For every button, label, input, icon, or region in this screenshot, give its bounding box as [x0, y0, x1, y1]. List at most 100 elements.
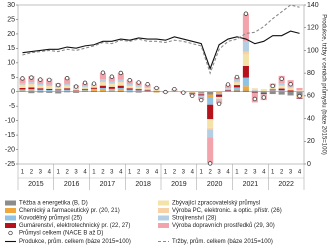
- bar-segment: [37, 83, 44, 86]
- bar-segment: [46, 86, 53, 89]
- legend-label: Výroba PC, elektronic. a optic. přístr. …: [172, 208, 282, 214]
- bar-segment: [207, 119, 214, 128]
- bar-segment: [81, 87, 89, 89]
- x-tick-label: 2: [30, 170, 34, 176]
- bar-segment: [117, 82, 124, 86]
- line-series: [22, 4, 300, 75]
- x-tick-label: 1: [200, 170, 204, 176]
- total-marker: [38, 77, 43, 82]
- legend-swatch: [5, 208, 16, 213]
- legend-label: Chemický a farmaceutický pr. (20, 21): [19, 208, 120, 214]
- x-tick-label: 4: [48, 170, 52, 176]
- bar-segment: [99, 87, 106, 90]
- y-tick-label: 0: [11, 89, 15, 96]
- bar-segment: [207, 94, 214, 98]
- bar-segment: [135, 90, 142, 92]
- y2-tick-label: 80: [307, 70, 315, 77]
- bar-segment: [135, 87, 142, 90]
- bar-segment: [207, 127, 214, 130]
- bar-segment: [233, 79, 241, 82]
- y2-tick-label: 120: [307, 25, 319, 32]
- x-tick-label: 2: [244, 170, 248, 176]
- y-tick-label: 20: [7, 31, 15, 38]
- bar-segment: [242, 13, 249, 42]
- bar-segment: [81, 88, 89, 90]
- bar-segment: [108, 88, 115, 91]
- bar-segment: [64, 90, 71, 92]
- bar-segment: [251, 88, 258, 91]
- bar-segment: [251, 90, 258, 91]
- y-tick-label: 5: [11, 74, 15, 81]
- bar-segment: [126, 89, 133, 92]
- bar-segment: [278, 88, 285, 91]
- bar-segment: [73, 91, 80, 93]
- bar-segment: [216, 91, 223, 93]
- bar-segment: [19, 84, 26, 86]
- legend-swatch: [5, 200, 16, 206]
- x-tick-label: 3: [39, 170, 43, 176]
- bar-segment: [19, 83, 26, 85]
- bar-segment: [251, 90, 258, 92]
- bar-segment: [216, 93, 223, 95]
- total-marker: [20, 76, 25, 81]
- x-tick-label: 1: [128, 170, 132, 176]
- bar-segment: [207, 129, 214, 138]
- bar-segment: [296, 98, 303, 99]
- bar-segment: [198, 92, 205, 94]
- year-label: 2022: [278, 181, 294, 188]
- total-marker: [154, 85, 159, 91]
- bar-segment: [108, 84, 115, 87]
- total-marker: [190, 93, 195, 98]
- bar-segment: [207, 97, 214, 105]
- bar-segment: [28, 90, 35, 92]
- legend-label: Kovodělný průmysl (25): [19, 215, 82, 222]
- total-marker: [216, 101, 222, 107]
- bar-segment: [90, 88, 98, 90]
- bar-segment: [144, 90, 151, 92]
- total-marker: [145, 82, 150, 87]
- total-marker: [279, 76, 284, 81]
- legend-label: Zbývající zpracovatelský průmysl: [172, 200, 260, 207]
- total-marker: [288, 82, 293, 87]
- bar-segment: [117, 85, 124, 88]
- bar-segment: [117, 81, 124, 83]
- bar-segment: [242, 51, 249, 55]
- total-marker: [270, 83, 275, 89]
- y-tick-label: -20: [5, 146, 15, 153]
- x-tick-label: 1: [57, 170, 61, 176]
- bar-segment: [233, 85, 241, 88]
- y-tick-label: -10: [5, 117, 15, 124]
- bar-segment: [19, 78, 26, 84]
- y-tick-label: 15: [7, 45, 15, 52]
- legend-label: Produkce, prům. celkem (báze 2015=100): [19, 238, 131, 245]
- bar-segment: [46, 91, 53, 92]
- bar-segment: [55, 91, 62, 92]
- bar-segment: [108, 90, 115, 92]
- bar-segment: [198, 95, 205, 97]
- bar-segment: [296, 90, 303, 92]
- bar-segment: [126, 86, 133, 89]
- bar-segment: [198, 94, 205, 96]
- bar-segment: [117, 89, 124, 91]
- total-marker: [82, 80, 88, 85]
- bar-segment: [278, 90, 285, 92]
- bar-segment: [55, 90, 62, 92]
- x-tick-label: 1: [271, 170, 275, 176]
- legend-label: Gumárenství, elektrotechnický pr. (22, 2…: [19, 223, 130, 229]
- bar-segment: [117, 79, 124, 82]
- bar-segment: [135, 91, 142, 93]
- total-marker: [73, 84, 79, 89]
- bar-segment: [90, 85, 98, 87]
- bar-segment: [37, 85, 44, 89]
- bar-segment: [99, 79, 106, 82]
- bar-segment: [108, 86, 115, 89]
- bar-segment: [28, 82, 35, 84]
- bar-segment: [28, 87, 35, 90]
- total-marker: [297, 93, 302, 99]
- bar-segment: [99, 81, 106, 83]
- y-tick-label: -5: [9, 103, 15, 110]
- bar-segment: [287, 86, 294, 88]
- bar-segment: [260, 89, 267, 91]
- bar-segment: [251, 91, 258, 93]
- bar-segment: [260, 91, 267, 92]
